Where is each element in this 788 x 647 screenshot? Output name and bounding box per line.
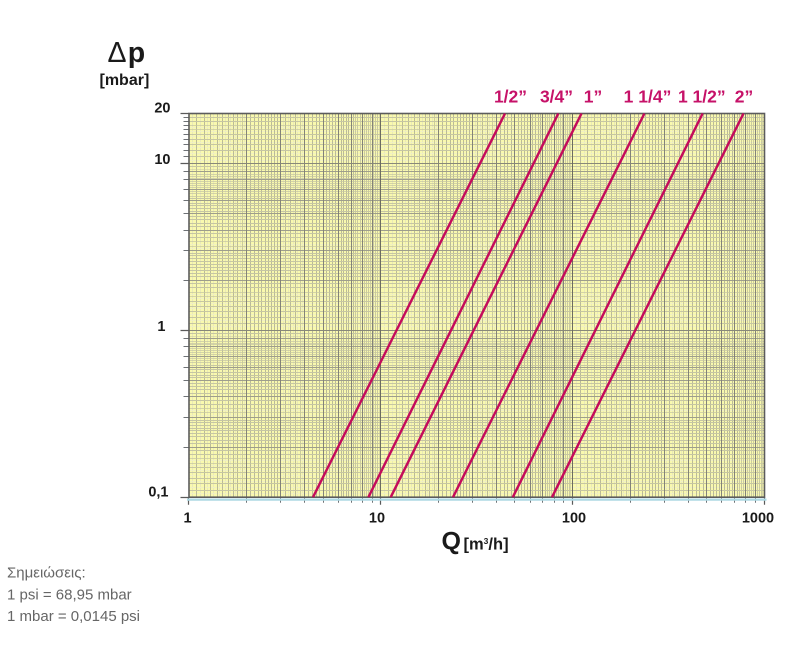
svg-text:1 1/4”: 1 1/4” bbox=[624, 87, 672, 107]
svg-text:1000: 1000 bbox=[742, 511, 774, 527]
svg-text:1 1/2”: 1 1/2” bbox=[678, 87, 726, 107]
svg-text:1 mbar = 0,0145 psi: 1 mbar = 0,0145 psi bbox=[7, 608, 140, 625]
svg-text:10: 10 bbox=[154, 152, 170, 168]
svg-text:1/2”: 1/2” bbox=[494, 87, 527, 107]
svg-text:10: 10 bbox=[369, 511, 385, 527]
svg-text:1”: 1” bbox=[584, 87, 602, 107]
svg-text:1: 1 bbox=[157, 319, 165, 335]
svg-text:1 psi = 68,95 mbar: 1 psi = 68,95 mbar bbox=[7, 586, 132, 603]
svg-text:[m3/h]: [m3/h] bbox=[464, 536, 509, 554]
svg-text:[mbar]: [mbar] bbox=[100, 72, 150, 89]
svg-text:2”: 2” bbox=[735, 87, 753, 107]
svg-text:Σημειώσεις:: Σημειώσεις: bbox=[7, 564, 86, 581]
svg-text:0,1: 0,1 bbox=[148, 485, 168, 501]
svg-text:1: 1 bbox=[183, 511, 191, 527]
svg-text:Q: Q bbox=[442, 528, 461, 556]
svg-text:Δ: Δ bbox=[108, 37, 127, 69]
svg-text:3/4”: 3/4” bbox=[540, 87, 573, 107]
svg-text:p: p bbox=[128, 37, 145, 69]
svg-text:100: 100 bbox=[562, 511, 586, 527]
svg-text:20: 20 bbox=[154, 101, 170, 117]
